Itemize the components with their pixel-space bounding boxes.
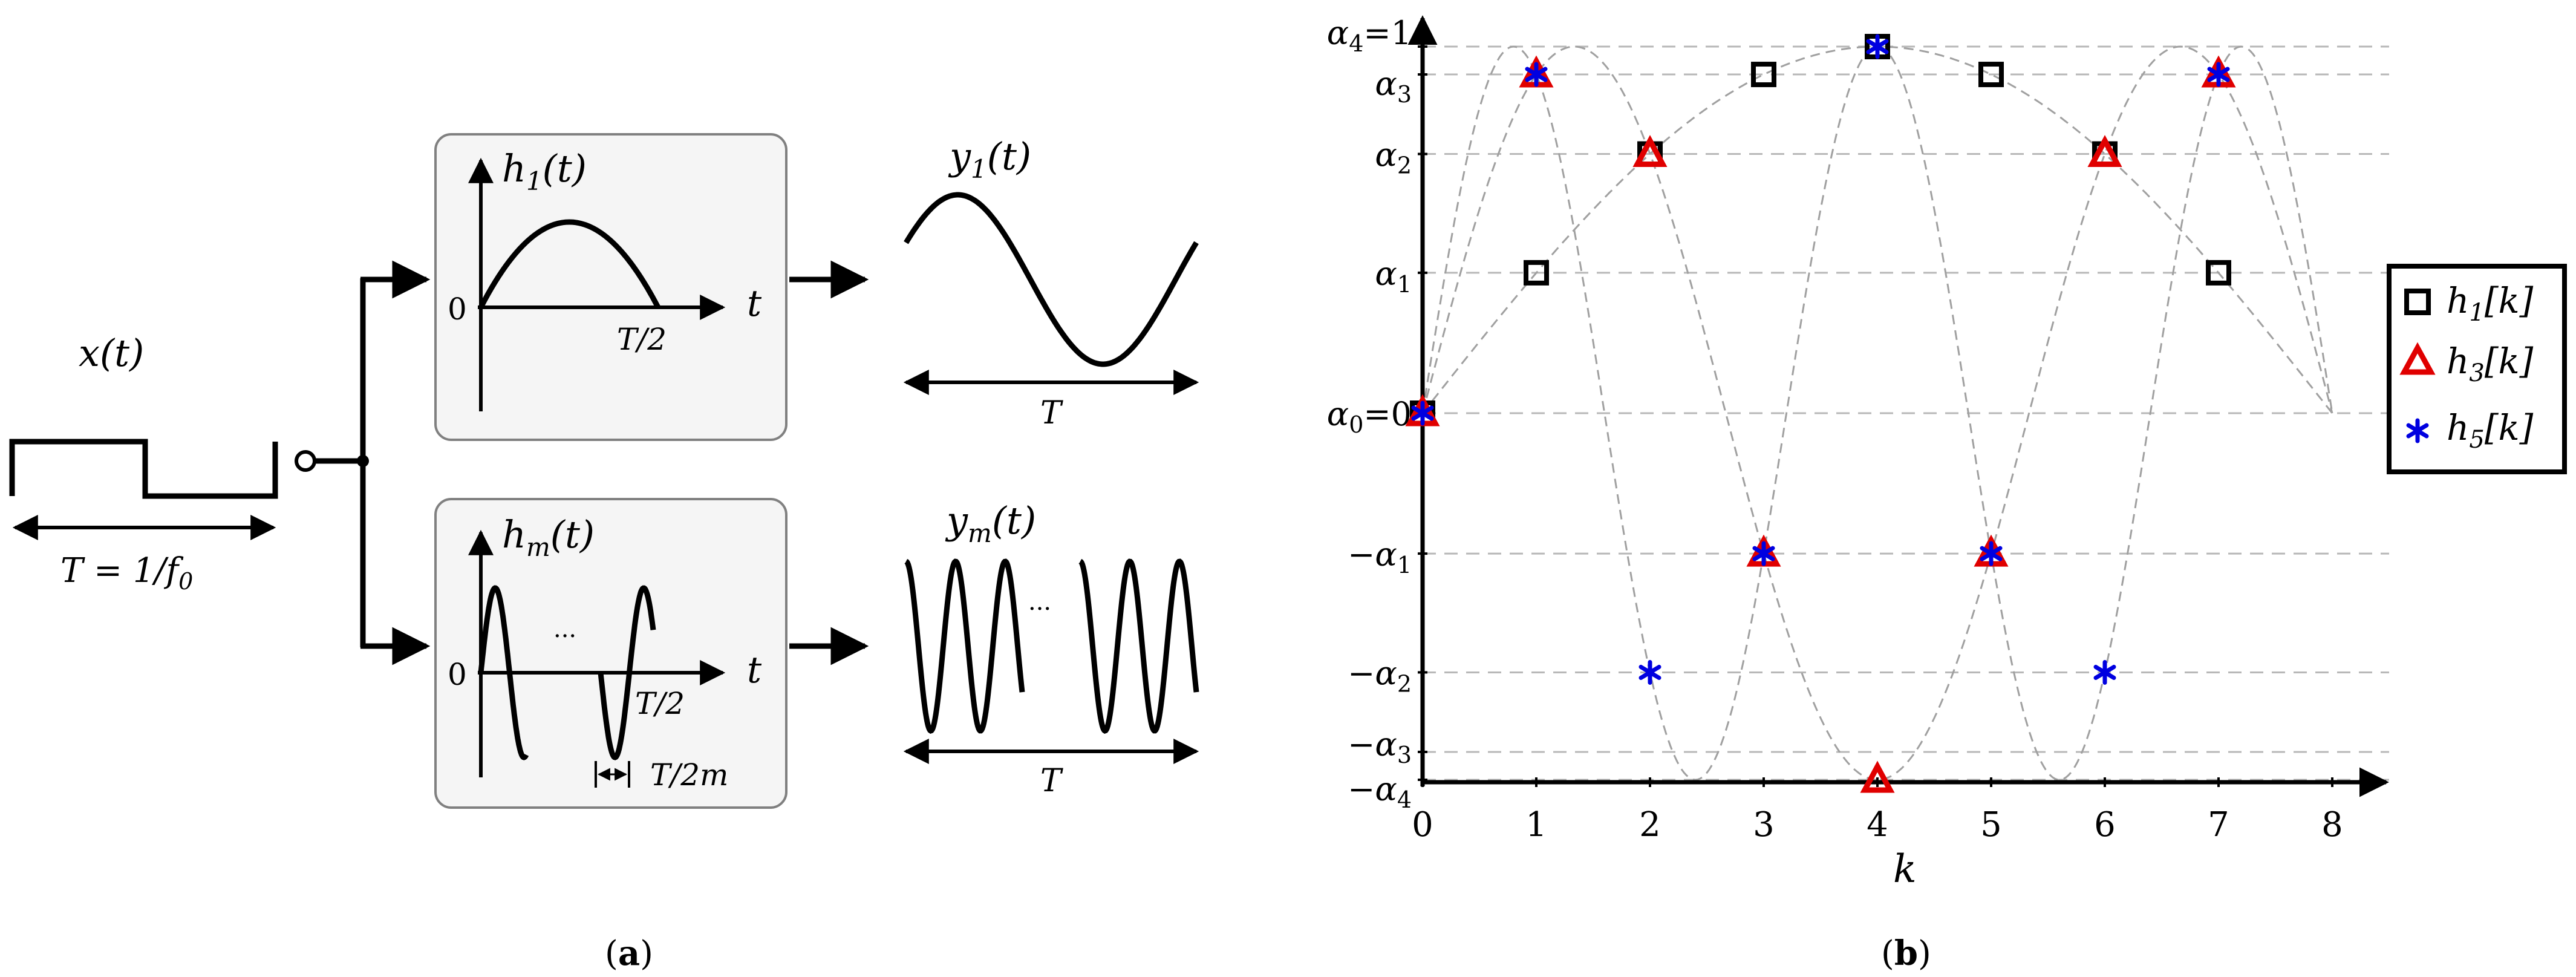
legend-marker-triangle — [2399, 342, 2436, 375]
top-filter-half-period: T/2 — [617, 322, 667, 357]
y-tick-label: α1 — [1375, 255, 1412, 298]
x-tick-label: 1 — [1525, 805, 1547, 845]
bottom-filter-wave-start — [478, 585, 529, 760]
top-filter-t-label: t — [747, 283, 762, 325]
filter-box-bottom — [434, 498, 787, 809]
chart-grid — [1423, 45, 2389, 781]
x-tick-label: 6 — [2094, 805, 2116, 845]
marker-h5 — [1866, 34, 1889, 59]
y-tick-label: −α3 — [1348, 725, 1412, 768]
x-tick-label: 8 — [2321, 805, 2343, 845]
y-tick-label: −α4 — [1348, 770, 1412, 813]
chart-x-label: k — [1893, 847, 1917, 892]
panel-b-chart: 0 1 2 3 4 5 6 7 8 α4=1 α3 α2 α1 α0=0 −α1 −α2 −α3−α4 k h… — [1327, 14, 2567, 973]
x-tick-label: 3 — [1753, 805, 1775, 845]
legend-label-h3: h3[k] — [2447, 341, 2534, 387]
x-tick-label: 4 — [1867, 805, 1888, 845]
marker-h5 — [1411, 400, 1434, 426]
marker-h1 — [1524, 260, 1549, 286]
top-output-period-label: T — [1040, 395, 1063, 431]
x-tick-label: 2 — [1639, 805, 1661, 845]
panel-a-block-diagram: x(t) T = 1/f0 h1(t) 0 t T/2 hm — [9, 133, 1199, 973]
input-square-wave — [9, 439, 278, 499]
marker-h3 — [1860, 760, 1895, 793]
marker-h5 — [2207, 62, 2230, 87]
marker-h3 — [1632, 135, 1668, 168]
chart-y-ticks: α4=1 α3 α2 α1 α0=0 −α1 −α2 −α3−α4 — [1327, 14, 1427, 813]
bottom-filter-t-label: t — [747, 649, 762, 691]
x-tick-label: 7 — [2208, 805, 2229, 845]
bottom-filter-zero: 0 — [448, 657, 467, 692]
legend-label-h1: h1[k] — [2447, 280, 2534, 327]
chart-legend: h1[k] h3[k] h5[k] — [2387, 264, 2567, 474]
marker-h5 — [1525, 62, 1548, 87]
chart-markers — [1405, 34, 2236, 793]
legend-marker-square — [2404, 289, 2431, 315]
y-tick-label: α2 — [1375, 136, 1412, 179]
filter-box-top — [434, 133, 787, 441]
marker-h5 — [1639, 659, 1661, 685]
bottom-output-wave-start — [904, 558, 1025, 734]
top-output-sine — [904, 192, 1199, 367]
y-tick-label: α3 — [1375, 65, 1412, 108]
input-port-circle — [295, 450, 316, 472]
bottom-filter-small-period: T/2m — [650, 757, 728, 792]
top-filter-label: h1(t) — [502, 146, 587, 196]
legend-marker-star — [2406, 418, 2429, 443]
y-tick-label: −α1 — [1348, 535, 1412, 578]
bottom-output-label: ym(t) — [945, 498, 1036, 548]
bottom-filter-wave-end — [598, 585, 656, 760]
caption-a: (a) — [605, 933, 653, 973]
marker-h5 — [1752, 541, 1775, 566]
bottom-filter-ellipsis: ··· — [553, 622, 576, 650]
chart-x-ticks: 0 1 2 3 4 5 6 7 8 — [1412, 777, 2343, 845]
legend-label-h5: h5[k] — [2447, 407, 2534, 454]
marker-h1 — [1751, 62, 1776, 88]
y-tick-label: α4=1 — [1327, 14, 1412, 57]
harmonic-curve-3 — [1421, 45, 2333, 781]
bottom-output-period-label: T — [1040, 763, 1063, 799]
caption-b: (b) — [1881, 933, 1931, 973]
harmonic-curve-1 — [1421, 45, 2333, 414]
bottom-output-wave-end — [1078, 558, 1199, 734]
input-signal-label: x(t) — [79, 331, 144, 375]
top-output-label: y1(t) — [948, 134, 1031, 184]
top-filter-zero: 0 — [448, 292, 467, 327]
input-period-label: T = 1/f0 — [60, 551, 193, 595]
y-tick-label: α0=0 — [1327, 395, 1412, 438]
bottom-output-ellipsis: ··· — [1028, 595, 1051, 623]
y-tick-label: −α2 — [1348, 654, 1412, 697]
marker-h5 — [1980, 541, 2003, 566]
x-tick-label: 0 — [1412, 805, 1433, 845]
bottom-filter-half-period: T/2 — [635, 686, 685, 721]
marker-h1 — [1978, 62, 2004, 88]
bottom-filter-label: hm(t) — [502, 512, 595, 562]
marker-h3 — [2087, 135, 2122, 168]
marker-h1 — [2206, 260, 2231, 286]
top-filter-half-sine — [478, 219, 660, 309]
x-tick-label: 5 — [1980, 805, 2002, 845]
marker-h5 — [2093, 659, 2116, 685]
